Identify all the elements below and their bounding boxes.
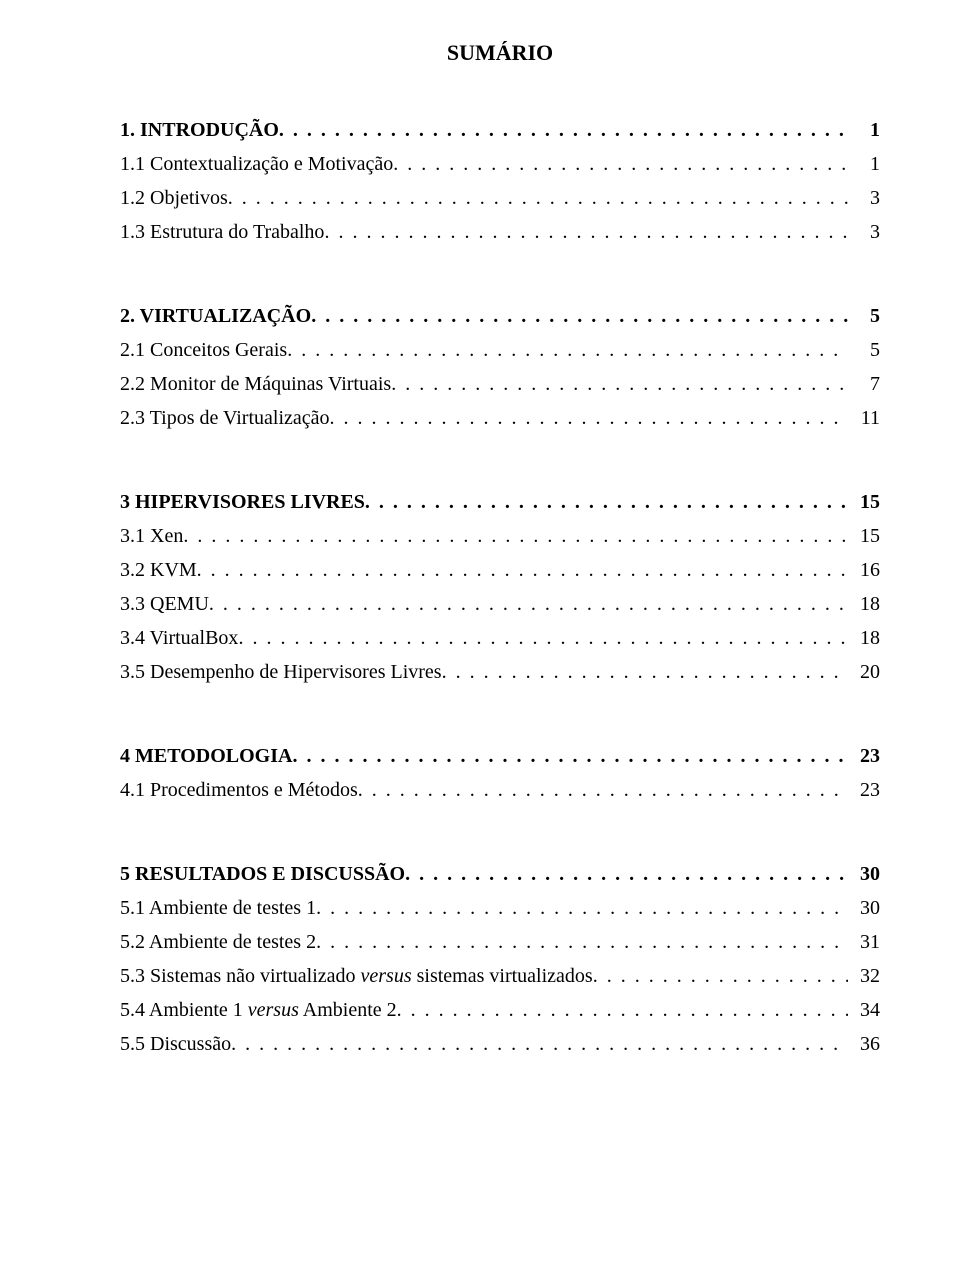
toc-leader-dots bbox=[228, 184, 848, 212]
toc-entry-label: 5.3 Sistemas não virtualizado versus sis… bbox=[120, 962, 593, 990]
toc-entry-label: 1.2 Objetivos bbox=[120, 184, 228, 212]
toc-entry-label: 3.2 KVM bbox=[120, 556, 197, 584]
toc-leader-dots bbox=[593, 962, 848, 990]
toc-entry-label: 2.1 Conceitos Gerais bbox=[120, 336, 287, 364]
toc-entry-label: 1.1 Contextualização e Motivação bbox=[120, 150, 393, 178]
toc-entry: 2. VIRTUALIZAÇÃO 5 bbox=[120, 302, 880, 330]
toc-entry-label: 5.1 Ambiente de testes 1 bbox=[120, 894, 316, 922]
toc-entry: 2.2 Monitor de Máquinas Virtuais 7 bbox=[120, 370, 880, 398]
toc-leader-dots bbox=[316, 894, 848, 922]
toc-entry: 3.3 QEMU 18 bbox=[120, 590, 880, 618]
toc-entry-page: 30 bbox=[848, 894, 880, 922]
toc-entry-page: 1 bbox=[848, 116, 880, 144]
toc-entry: 5.1 Ambiente de testes 1 30 bbox=[120, 894, 880, 922]
toc-entry-label: 2.3 Tipos de Virtualização bbox=[120, 404, 330, 432]
toc-entry-label: 3.4 VirtualBox bbox=[120, 624, 238, 652]
toc-entry-label: 5.2 Ambiente de testes 2 bbox=[120, 928, 316, 956]
toc-entry-page: 5 bbox=[848, 302, 880, 330]
toc-entry: 1. INTRODUÇÃO 1 bbox=[120, 116, 880, 144]
toc-leader-dots bbox=[238, 624, 848, 652]
toc-leader-dots bbox=[358, 776, 848, 804]
toc-leader-dots bbox=[397, 996, 848, 1024]
toc-entry-page: 7 bbox=[848, 370, 880, 398]
toc-leader-dots bbox=[209, 590, 848, 618]
toc-entry: 4 METODOLOGIA 23 bbox=[120, 742, 880, 770]
toc-entry: 2.1 Conceitos Gerais 5 bbox=[120, 336, 880, 364]
toc-entry-page: 23 bbox=[848, 776, 880, 804]
toc-entry: 5.2 Ambiente de testes 2 31 bbox=[120, 928, 880, 956]
toc-leader-dots bbox=[365, 488, 848, 516]
toc-entry: 3.2 KVM 16 bbox=[120, 556, 880, 584]
toc-entry-page: 32 bbox=[848, 962, 880, 990]
toc-entry-page: 5 bbox=[848, 336, 880, 364]
toc-leader-dots bbox=[183, 522, 848, 550]
toc-leader-dots bbox=[393, 150, 848, 178]
toc-entry-page: 36 bbox=[848, 1030, 880, 1058]
toc-entry-label: 3.5 Desempenho de Hipervisores Livres bbox=[120, 658, 442, 686]
toc-leader-dots bbox=[197, 556, 848, 584]
toc-entry-page: 16 bbox=[848, 556, 880, 584]
toc-entry-label: 5 RESULTADOS E DISCUSSÃO bbox=[120, 860, 405, 888]
toc-entry-page: 30 bbox=[848, 860, 880, 888]
toc-entry: 3.1 Xen 15 bbox=[120, 522, 880, 550]
toc-entry: 4.1 Procedimentos e Métodos 23 bbox=[120, 776, 880, 804]
toc-entry: 3.4 VirtualBox 18 bbox=[120, 624, 880, 652]
toc-entry-label: 3.3 QEMU bbox=[120, 590, 209, 618]
toc-entry: 5.4 Ambiente 1 versus Ambiente 2 34 bbox=[120, 996, 880, 1024]
toc-entry-page: 18 bbox=[848, 590, 880, 618]
toc-group: 3 HIPERVISORES LIVRES 15 3.1 Xen 15 3.2 KVM 1… bbox=[120, 488, 880, 686]
toc-entry-label: 4 METODOLOGIA bbox=[120, 742, 292, 770]
toc-group: 1. INTRODUÇÃO11.1 Contextualização e Mot… bbox=[120, 116, 880, 246]
toc-entry: 1.3 Estrutura do Trabalho 3 bbox=[120, 218, 880, 246]
toc-leader-dots bbox=[391, 370, 848, 398]
toc-entry-label: 3.1 Xen bbox=[120, 522, 183, 550]
toc-leader-dots bbox=[316, 928, 848, 956]
toc-leader-dots bbox=[405, 860, 848, 888]
toc-leader-dots bbox=[311, 302, 848, 330]
toc-entry: 5.3 Sistemas não virtualizado versus sis… bbox=[120, 962, 880, 990]
toc-entry-page: 18 bbox=[848, 624, 880, 652]
toc-entry-label: 1.3 Estrutura do Trabalho bbox=[120, 218, 324, 246]
toc-group: 4 METODOLOGIA234.1 Procedimentos e Métod… bbox=[120, 742, 880, 804]
toc-entry-page: 3 bbox=[848, 218, 880, 246]
toc-entry-page: 3 bbox=[848, 184, 880, 212]
toc-group: 2. VIRTUALIZAÇÃO52.1 Conceitos Gerais52.… bbox=[120, 302, 880, 432]
toc-entry-page: 31 bbox=[848, 928, 880, 956]
toc-entry: 1.1 Contextualização e Motivação 1 bbox=[120, 150, 880, 178]
toc-entry-page: 15 bbox=[848, 522, 880, 550]
toc-entry-label: 5.5 Discussão bbox=[120, 1030, 231, 1058]
toc-entry: 3.5 Desempenho de Hipervisores Livres 20 bbox=[120, 658, 880, 686]
toc-title: SUMÁRIO bbox=[120, 40, 880, 66]
toc-entry-page: 15 bbox=[848, 488, 880, 516]
toc-leader-dots bbox=[231, 1030, 848, 1058]
toc-leader-dots bbox=[292, 742, 848, 770]
toc-entry-page: 34 bbox=[848, 996, 880, 1024]
toc-entry: 5.5 Discussão 36 bbox=[120, 1030, 880, 1058]
toc-entry-label: 1. INTRODUÇÃO bbox=[120, 116, 279, 144]
toc-leader-dots bbox=[442, 658, 848, 686]
toc-leader-dots bbox=[330, 404, 848, 432]
toc-entry-label: 5.4 Ambiente 1 versus Ambiente 2 bbox=[120, 996, 397, 1024]
document-page: SUMÁRIO 1. INTRODUÇÃO11.1 Contextualizaç… bbox=[0, 0, 960, 1273]
toc-entry: 3 HIPERVISORES LIVRES 15 bbox=[120, 488, 880, 516]
toc-entry-page: 23 bbox=[848, 742, 880, 770]
toc-leader-dots bbox=[324, 218, 848, 246]
toc-entry-page: 11 bbox=[848, 404, 880, 432]
toc-entry-page: 1 bbox=[848, 150, 880, 178]
toc-entry-label: 3 HIPERVISORES LIVRES bbox=[120, 488, 365, 516]
toc-entry: 1.2 Objetivos 3 bbox=[120, 184, 880, 212]
toc-leader-dots bbox=[287, 336, 848, 364]
toc-entry: 5 RESULTADOS E DISCUSSÃO 30 bbox=[120, 860, 880, 888]
toc-entry-label: 2.2 Monitor de Máquinas Virtuais bbox=[120, 370, 391, 398]
toc-leader-dots bbox=[279, 116, 848, 144]
toc-entry-label: 2. VIRTUALIZAÇÃO bbox=[120, 302, 311, 330]
toc-entry-label: 4.1 Procedimentos e Métodos bbox=[120, 776, 358, 804]
toc-entry-page: 20 bbox=[848, 658, 880, 686]
toc-entry: 2.3 Tipos de Virtualização 11 bbox=[120, 404, 880, 432]
toc-group: 5 RESULTADOS E DISCUSSÃO305.1 Ambiente d… bbox=[120, 860, 880, 1058]
toc-body: 1. INTRODUÇÃO11.1 Contextualização e Mot… bbox=[120, 116, 880, 1058]
